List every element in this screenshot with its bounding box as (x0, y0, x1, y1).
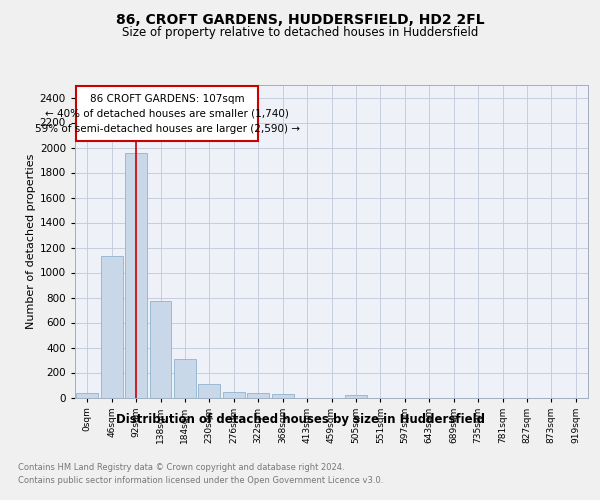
Bar (76, 393, 98, 398)
Bar (125, 152, 147, 398)
Bar (174, 360, 196, 398)
Bar (345, 395, 367, 398)
Text: Distribution of detached houses by size in Huddersfield: Distribution of detached houses by size … (115, 412, 485, 426)
Text: Contains public sector information licensed under the Open Government Licence v3: Contains public sector information licen… (18, 476, 383, 485)
Bar (199, 384, 220, 398)
Text: 86 CROFT GARDENS: 107sqm: 86 CROFT GARDENS: 107sqm (90, 94, 245, 104)
Bar (223, 392, 245, 398)
Bar (272, 394, 293, 398)
Bar (101, 256, 122, 398)
Text: Size of property relative to detached houses in Huddersfield: Size of property relative to detached ho… (122, 26, 478, 39)
Bar (149, 301, 172, 398)
Text: Contains HM Land Registry data © Crown copyright and database right 2024.: Contains HM Land Registry data © Crown c… (18, 462, 344, 471)
Y-axis label: Number of detached properties: Number of detached properties (26, 154, 35, 329)
Text: ← 40% of detached houses are smaller (1,740): ← 40% of detached houses are smaller (1,… (45, 109, 289, 118)
Bar (247, 393, 269, 398)
Text: 59% of semi-detached houses are larger (2,590) →: 59% of semi-detached houses are larger (… (35, 124, 300, 134)
FancyBboxPatch shape (76, 86, 258, 141)
Text: 86, CROFT GARDENS, HUDDERSFIELD, HD2 2FL: 86, CROFT GARDENS, HUDDERSFIELD, HD2 2FL (116, 12, 484, 26)
